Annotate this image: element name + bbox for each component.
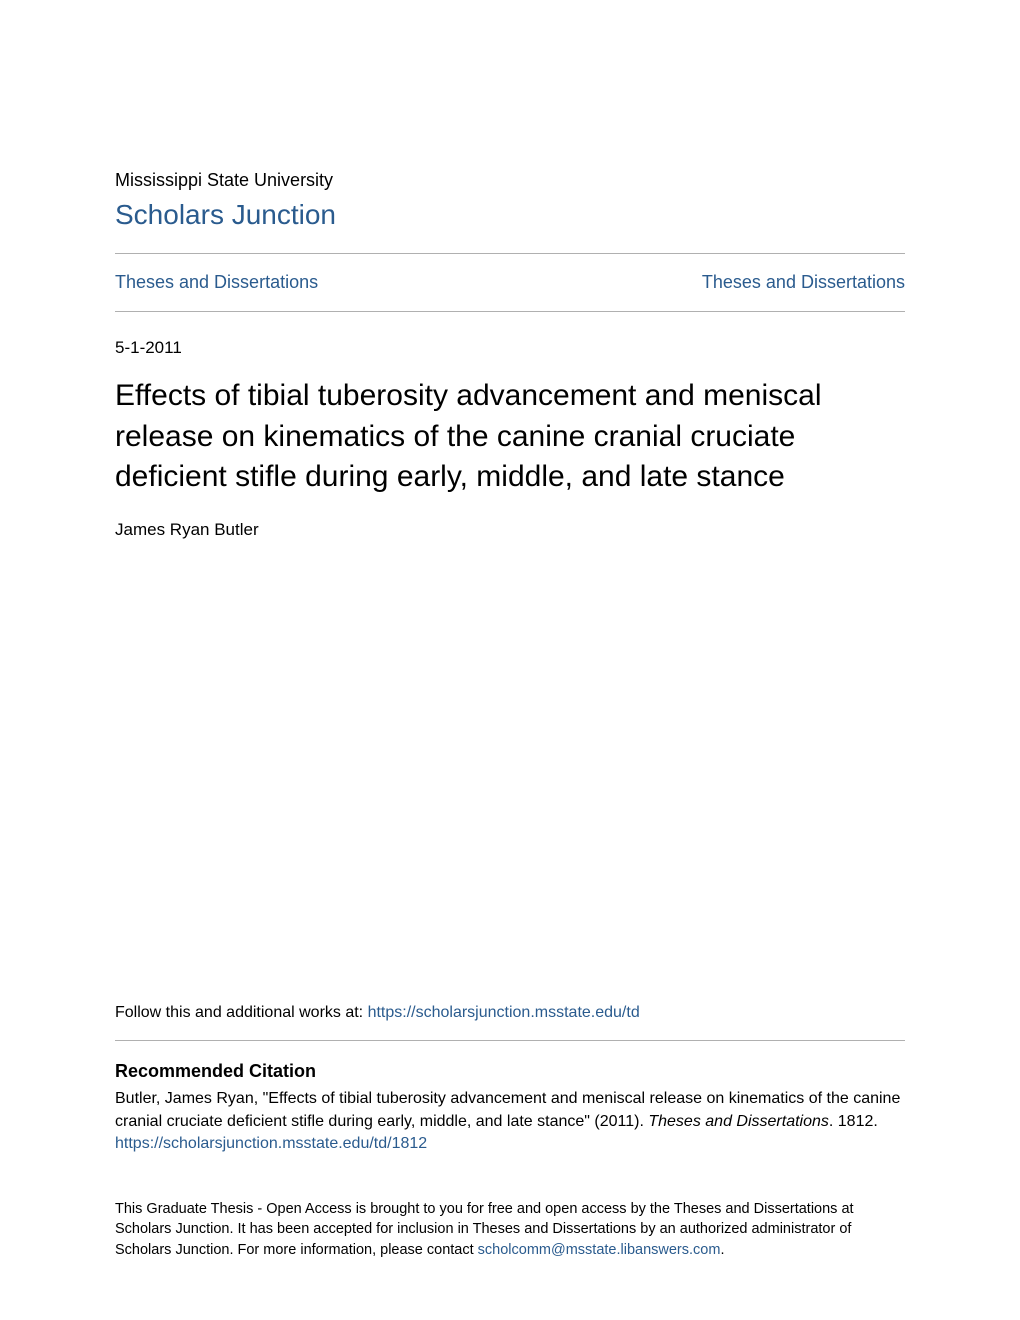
divider-citation: [115, 1040, 905, 1041]
citation-heading: Recommended Citation: [115, 1061, 905, 1082]
page-container: Mississippi State University Scholars Ju…: [0, 0, 1020, 1320]
author-name: James Ryan Butler: [115, 520, 905, 540]
breadcrumb-row: Theses and Dissertations Theses and Diss…: [115, 254, 905, 311]
access-statement: This Graduate Thesis - Open Access is br…: [115, 1199, 905, 1260]
citation-url-link[interactable]: https://scholarsjunction.msstate.edu/td/…: [115, 1135, 905, 1153]
collection-link-right[interactable]: Theses and Dissertations: [702, 272, 905, 293]
repository-title-link[interactable]: Scholars Junction: [115, 199, 905, 231]
vertical-spacer: [115, 550, 905, 1005]
citation-body: Butler, James Ryan, "Effects of tibial t…: [115, 1088, 905, 1133]
divider-nav: [115, 311, 905, 312]
header-block: Mississippi State University Scholars Ju…: [115, 170, 905, 253]
footer-text-2: .: [720, 1242, 724, 1258]
contact-email-link[interactable]: scholcomm@msstate.libanswers.com: [478, 1242, 721, 1258]
document-title: Effects of tibial tuberosity advancement…: [115, 376, 905, 498]
citation-text-2: . 1812.: [829, 1113, 878, 1130]
citation-series-title: Theses and Dissertations: [648, 1113, 829, 1130]
follow-works: Follow this and additional works at: htt…: [115, 1004, 905, 1022]
follow-url-link[interactable]: https://scholarsjunction.msstate.edu/td: [368, 1004, 640, 1021]
institution-name: Mississippi State University: [115, 170, 905, 191]
publication-date: 5-1-2011: [115, 338, 905, 358]
follow-prefix: Follow this and additional works at:: [115, 1004, 368, 1021]
collection-link-left[interactable]: Theses and Dissertations: [115, 272, 318, 293]
